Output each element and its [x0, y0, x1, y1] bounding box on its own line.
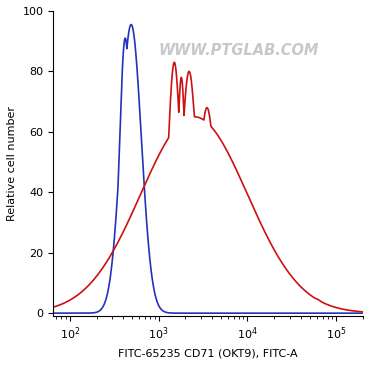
- Y-axis label: Relative cell number: Relative cell number: [7, 106, 17, 221]
- Text: WWW.PTGLAB.COM: WWW.PTGLAB.COM: [159, 43, 319, 58]
- X-axis label: FITC-65235 CD71 (OKT9), FITC-A: FITC-65235 CD71 (OKT9), FITC-A: [118, 348, 298, 358]
